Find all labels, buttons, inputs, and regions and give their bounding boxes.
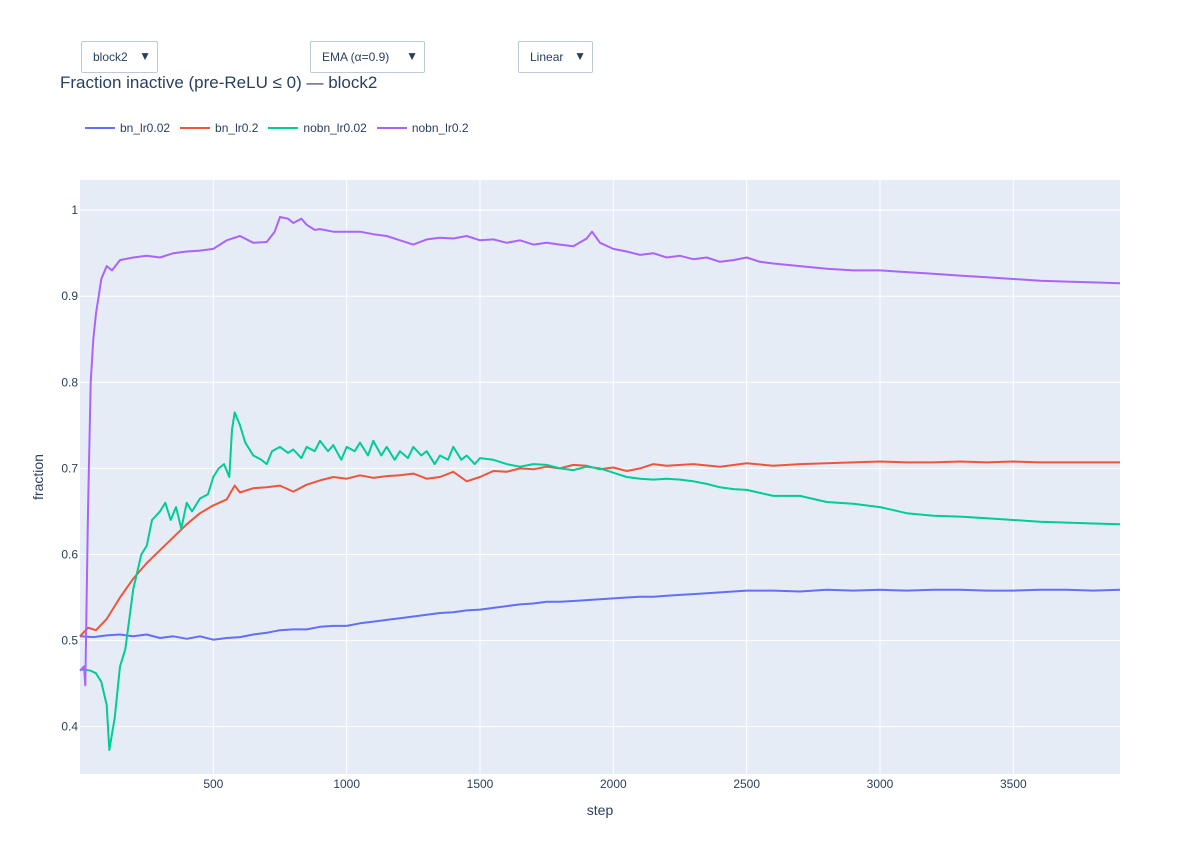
legend-item-nobn_lr0.02[interactable]: nobn_lr0.02: [268, 121, 367, 135]
y-tick-label: 0.6: [61, 547, 78, 561]
x-tick-label: 3000: [867, 777, 894, 791]
scale-dropdown[interactable]: Linear ▼: [518, 41, 593, 73]
x-tick-label: 2000: [600, 777, 627, 791]
y-tick-label: 0.7: [61, 461, 78, 475]
y-tick-label: 0.5: [61, 634, 78, 648]
legend-label: bn_lr0.02: [120, 121, 171, 135]
chevron-down-icon: ▼: [139, 49, 151, 63]
plot-area: [80, 180, 1120, 774]
y-axis-title: fraction: [30, 454, 46, 500]
smoothing-dropdown-value: EMA (α=0.9): [322, 50, 390, 64]
layer-dropdown-value: block2: [93, 50, 128, 64]
chart-title: Fraction inactive (pre-ReLU ≤ 0) — block…: [60, 73, 378, 92]
legend-label: nobn_lr0.02: [303, 121, 367, 135]
y-axis-ticks: 0.4 0.5 0.6 0.7 0.8 0.9 1: [61, 203, 78, 734]
smoothing-dropdown[interactable]: EMA (α=0.9) ▼: [310, 41, 425, 73]
series-line-bn_lr0.02: [79, 588, 1121, 641]
x-tick-label: 1000: [333, 777, 360, 791]
series-line-bn_lr0.2: [79, 460, 1120, 637]
legend-item-nobn_lr0.2[interactable]: nobn_lr0.2: [376, 121, 469, 135]
y-tick-label: 0.4: [61, 720, 78, 734]
x-tick-label: 500: [203, 777, 223, 791]
legend-item-bn_lr0.02[interactable]: bn_lr0.02: [85, 121, 170, 135]
grid-lines: [80, 180, 1120, 774]
y-tick-label: 0.9: [61, 289, 78, 303]
legend-label: nobn_lr0.2: [411, 121, 469, 135]
series-line-nobn_lr0.2: [79, 216, 1121, 687]
scale-dropdown-value: Linear: [530, 50, 564, 64]
y-tick-label: 1: [71, 203, 78, 217]
legend-swatch: [268, 127, 299, 129]
layer-dropdown[interactable]: block2 ▼: [81, 41, 158, 73]
legend-swatch: [85, 127, 115, 129]
legend-item-bn_lr0.2[interactable]: bn_lr0.2: [180, 121, 258, 135]
x-axis-title: step: [587, 802, 614, 818]
y-tick-label: 0.8: [61, 375, 78, 389]
x-tick-label: 3500: [1000, 777, 1027, 791]
chevron-down-icon: ▼: [574, 49, 586, 63]
series-lines: [79, 216, 1121, 751]
x-tick-label: 2500: [733, 777, 760, 791]
legend-swatch: [376, 127, 407, 129]
x-tick-label: 1500: [467, 777, 494, 791]
legend-label: bn_lr0.2: [215, 121, 259, 135]
legend-swatch: [180, 127, 211, 129]
chevron-down-icon: ▼: [406, 49, 418, 63]
chart-legend: bn_lr0.02 bn_lr0.2 nobn_lr0.02 nobn_lr0.2: [85, 121, 479, 135]
series-line-nobn_lr0.02: [80, 411, 1121, 751]
x-axis-ticks: 500 1000 1500 2000 2500 3000 3500: [203, 777, 1027, 791]
